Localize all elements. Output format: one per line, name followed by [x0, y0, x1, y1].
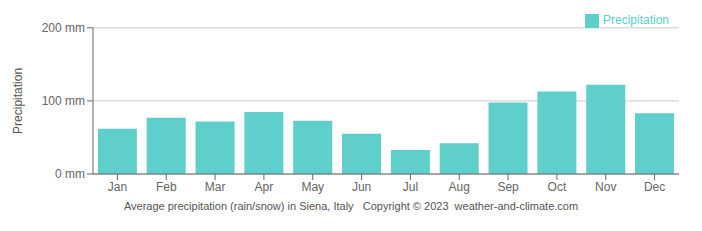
- svg-text:Aug: Aug: [449, 180, 470, 194]
- svg-text:May: May: [301, 180, 324, 194]
- svg-text:Feb: Feb: [156, 180, 177, 194]
- svg-text:200 mm: 200 mm: [42, 21, 85, 35]
- svg-text:Nov: Nov: [595, 180, 616, 194]
- svg-text:Sep: Sep: [497, 180, 519, 194]
- svg-text:Precipitation: Precipitation: [11, 68, 25, 134]
- svg-text:Jun: Jun: [352, 180, 371, 194]
- svg-text:Apr: Apr: [255, 180, 274, 194]
- html-text:Precipitation: Precipitation: [603, 13, 669, 27]
- svg-text:Dec: Dec: [644, 180, 665, 194]
- svg-text:100 mm: 100 mm: [42, 94, 85, 108]
- svg-text:Jul: Jul: [403, 180, 418, 194]
- svg-text:Jan: Jan: [108, 180, 127, 194]
- svg-text:Mar: Mar: [205, 180, 226, 194]
- html-text:Average precipitation (rain/sn: Average precipitation (rain/snow) in Sie…: [123, 200, 579, 212]
- svg-text:0 mm: 0 mm: [55, 167, 85, 181]
- svg-text:Oct: Oct: [548, 180, 567, 194]
